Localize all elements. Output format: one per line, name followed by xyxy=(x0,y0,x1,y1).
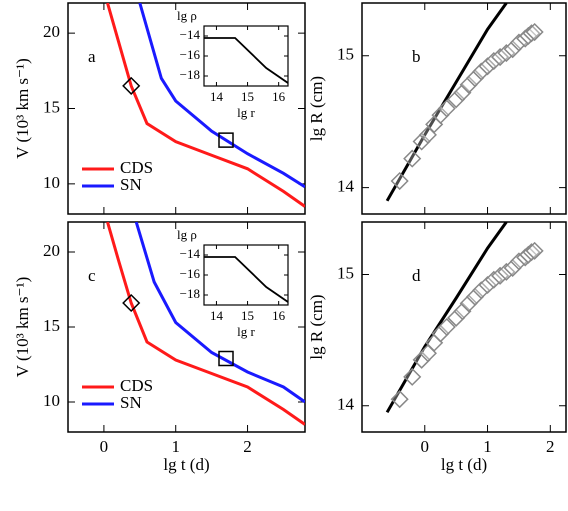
marker xyxy=(497,44,516,63)
y-tick-label: −18 xyxy=(180,286,200,301)
x-tick-label: 0 xyxy=(100,437,109,456)
x-tick-label: 1 xyxy=(483,437,492,456)
marker xyxy=(403,149,422,168)
x-tick-label: 14 xyxy=(210,89,224,104)
legend-label: CDS xyxy=(120,158,153,177)
marker xyxy=(465,69,485,88)
marker xyxy=(491,48,510,67)
plot-frame xyxy=(361,221,567,433)
data-line xyxy=(106,3,305,208)
y-tick-label: 14 xyxy=(337,395,355,414)
inset-background xyxy=(204,26,288,86)
marker xyxy=(218,132,234,148)
plot-frame xyxy=(361,2,567,215)
x-tick-label: 16 xyxy=(272,308,286,323)
marker xyxy=(431,106,450,125)
data-line xyxy=(204,256,288,303)
marker xyxy=(412,350,431,369)
marker xyxy=(459,294,478,313)
marker xyxy=(472,62,491,81)
x-tick-label: 2 xyxy=(243,437,252,456)
data-line xyxy=(385,222,508,414)
data-line xyxy=(106,222,305,426)
marker xyxy=(431,324,450,343)
marker xyxy=(522,243,541,262)
y-tick-label: 15 xyxy=(43,97,60,116)
marker xyxy=(478,275,497,295)
legend-label: CDS xyxy=(120,376,153,395)
marker xyxy=(465,287,485,306)
y-tick-label: −14 xyxy=(180,246,201,261)
panel-label: d xyxy=(412,266,421,285)
legend-label: SN xyxy=(120,393,142,412)
marker xyxy=(218,350,234,367)
marker xyxy=(447,90,466,109)
marker xyxy=(484,51,503,71)
marker xyxy=(503,40,522,59)
y-tick-label: 20 xyxy=(43,22,60,41)
marker xyxy=(437,317,456,337)
x-tick-label: 15 xyxy=(241,89,254,104)
marker xyxy=(472,281,491,300)
data-line xyxy=(134,222,305,404)
y-tick-label: −16 xyxy=(180,47,201,62)
data-line xyxy=(138,3,305,189)
y-tick-label: 14 xyxy=(337,177,355,196)
marker xyxy=(412,132,431,151)
marker xyxy=(453,83,472,102)
inset-x-label: lg r xyxy=(237,324,255,339)
y-tick-label: 20 xyxy=(43,241,60,260)
marker xyxy=(522,24,541,43)
y-tick-label: 15 xyxy=(337,263,354,282)
marker xyxy=(390,390,409,409)
marker xyxy=(478,57,497,76)
y-tick-label: 10 xyxy=(43,173,60,192)
x-tick-label: 2 xyxy=(546,437,555,456)
marker xyxy=(453,302,472,321)
marker xyxy=(503,258,522,277)
x-tick-label: 14 xyxy=(210,308,224,323)
panel-label: c xyxy=(88,266,96,285)
x-tick-label: 0 xyxy=(421,437,430,456)
x-tick-label: 15 xyxy=(241,308,254,323)
y-axis-label: lg R (cm) xyxy=(307,294,326,359)
marker xyxy=(437,99,456,118)
y-tick-label: 10 xyxy=(43,391,60,410)
legend-label: SN xyxy=(120,175,142,194)
x-axis-label: lg t (d) xyxy=(441,455,487,474)
marker xyxy=(122,293,141,313)
data-line xyxy=(385,3,508,202)
marker xyxy=(390,171,409,191)
y-tick-label: 15 xyxy=(337,45,354,64)
panel-label: b xyxy=(412,47,421,66)
inset-background xyxy=(204,245,288,305)
panel-label: a xyxy=(88,47,96,66)
marker xyxy=(497,262,516,281)
y-tick-label: −16 xyxy=(180,266,201,281)
marker xyxy=(447,308,466,327)
inset-y-label: lg ρ xyxy=(177,8,197,23)
y-axis-label: V (10³ km s⁻¹) xyxy=(13,58,32,159)
y-axis-label: V (10³ km s⁻¹) xyxy=(13,277,32,378)
inset-x-label: lg r xyxy=(237,105,255,120)
y-tick-label: −18 xyxy=(180,67,200,82)
inset-y-label: lg ρ xyxy=(177,227,197,242)
data-line xyxy=(204,37,288,84)
marker xyxy=(491,266,510,285)
marker xyxy=(525,22,544,42)
marker xyxy=(525,241,544,260)
y-tick-label: 15 xyxy=(43,316,60,335)
x-tick-label: 1 xyxy=(171,437,180,456)
x-axis-label: lg t (d) xyxy=(163,455,209,474)
x-tick-label: 16 xyxy=(272,89,286,104)
marker xyxy=(403,367,422,386)
marker xyxy=(459,75,478,94)
marker xyxy=(484,270,503,289)
marker xyxy=(122,76,141,95)
y-tick-label: −14 xyxy=(180,27,201,42)
y-axis-label: lg R (cm) xyxy=(307,76,326,141)
